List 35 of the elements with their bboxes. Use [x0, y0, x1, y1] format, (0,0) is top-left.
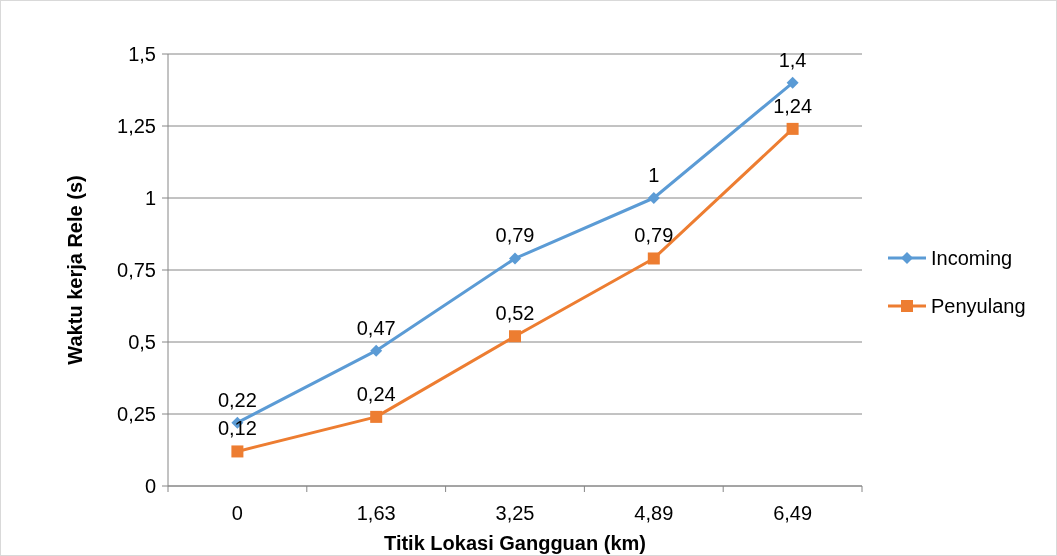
- point: [647, 252, 660, 265]
- y-axis-title: Waktu kerja Rele (s): [64, 175, 86, 365]
- x-tick-label: 0: [231, 502, 243, 524]
- data-label: 0,79: [634, 224, 674, 247]
- data-label: 0,24: [356, 382, 396, 405]
- point: [509, 330, 521, 343]
- data-label: 0,12: [217, 417, 257, 440]
- x-tick-label: 4,89: [634, 502, 674, 524]
- point: [786, 122, 799, 135]
- y-tick-label: 1,5: [128, 43, 156, 65]
- y-tick-label: 1,25: [117, 115, 156, 137]
- point: [231, 445, 244, 458]
- y-tick-label: 0,5: [128, 331, 156, 353]
- point: [647, 192, 660, 204]
- data-label: 1,24: [773, 94, 813, 117]
- y-tick-label: 0,75: [117, 259, 156, 281]
- y-tick-label: 0,25: [117, 403, 156, 425]
- x-axis-title: Titik Lokasi Gangguan (km): [384, 532, 646, 554]
- point: [786, 76, 799, 89]
- point: [509, 252, 521, 265]
- data-label: 1,4: [778, 48, 807, 71]
- data-label: 0,79: [495, 224, 535, 247]
- data-label: 1: [648, 164, 660, 186]
- x-tick-label: 1,63: [356, 502, 396, 524]
- y-tick-label: 0: [144, 475, 156, 497]
- point: [370, 344, 383, 357]
- x-tick-label: 6,49: [773, 502, 813, 524]
- y-tick-label: 1: [144, 187, 156, 209]
- legend-label: Incoming: [931, 247, 1013, 269]
- data-label: 0,22: [217, 388, 257, 411]
- data-label: 0,52: [495, 302, 535, 325]
- legend-label: Penyulang: [931, 295, 1026, 317]
- x-tick-label: 3,25: [495, 502, 535, 524]
- data-label: 0,47: [356, 316, 396, 339]
- point: [370, 410, 383, 423]
